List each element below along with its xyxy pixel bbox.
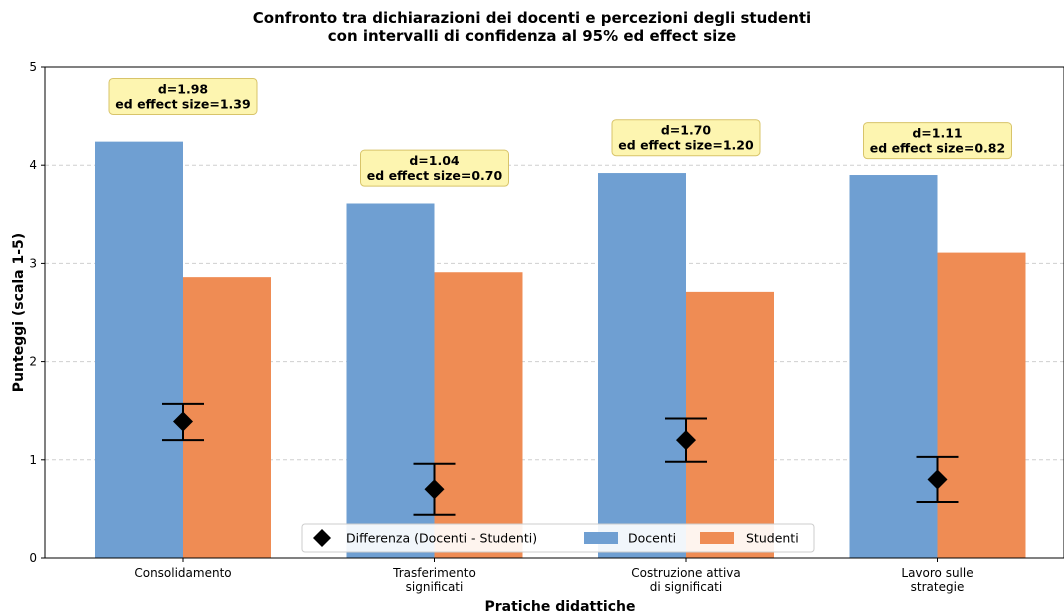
annotation-line2: ed effect size=1.20 [618,138,754,153]
x-tick-label: Trasferimento [392,566,476,580]
legend-label-difference: Differenza (Docenti - Studenti) [346,531,537,546]
annotation-box [863,122,1012,160]
y-tick-label: 2 [29,355,37,369]
annotation-line1: d=1.11 [912,126,962,141]
y-tick-label: 4 [29,158,37,172]
legend-label-studenti: Studenti [746,531,799,546]
legend-diamond-icon [313,529,331,547]
difference-diamond [676,430,696,451]
y-axis-label: Punteggi (scala 1-5) [11,233,27,392]
y-tick-label: 0 [29,551,37,565]
annotation-line1: d=1.70 [661,123,712,138]
bar-docenti [346,203,435,559]
x-tick-label: di significati [650,580,722,594]
bar-studenti [686,291,774,558]
x-tick-label: strategie [911,580,965,594]
y-tick-label: 1 [29,453,37,467]
annotation-line2: ed effect size=1.39 [115,96,250,111]
annotation-line1: d=1.98 [158,81,208,96]
legend-box [301,523,815,553]
annotation-line2: ed effect size=0.70 [367,168,503,183]
bar-docenti [849,175,938,558]
difference-markers [162,402,959,516]
chart-title-line: con intervalli di confidenza al 95% ed e… [328,27,736,45]
x-tick-label: Consolidamento [134,566,231,580]
bar-docenti [598,173,686,558]
annotation-line2: ed effect size=0.82 [870,141,1005,156]
chart-title-line: Confronto tra dichiarazioni dei docenti … [253,9,811,27]
bars [95,141,1026,559]
legend-swatch-studenti [700,532,734,544]
annotation-line1: d=1.04 [409,153,460,168]
bar-studenti [937,252,1026,558]
x-tick-label: significati [406,580,464,594]
plot-frame [44,66,1064,559]
legend-label-docenti: Docenti [628,531,676,546]
legend-swatch-docenti [584,532,618,544]
bar-studenti [434,272,523,558]
annotation-box [360,149,509,187]
legend: Differenza (Docenti - Studenti) Docenti St… [301,523,815,553]
x-tick-label: Costruzione attiva [631,566,741,580]
annotation-box [108,77,258,115]
y-tick-label: 3 [29,256,37,270]
difference-diamond [927,469,948,490]
annotation-box [611,119,761,157]
difference-diamond [173,411,193,432]
bar-docenti [95,141,183,558]
x-tick-label: Lavoro sulle [901,566,973,580]
bar-studenti [183,277,271,558]
y-tick-label: 5 [29,60,37,74]
difference-diamond [424,479,445,500]
x-axis-label: Pratiche didattiche [485,599,636,615]
